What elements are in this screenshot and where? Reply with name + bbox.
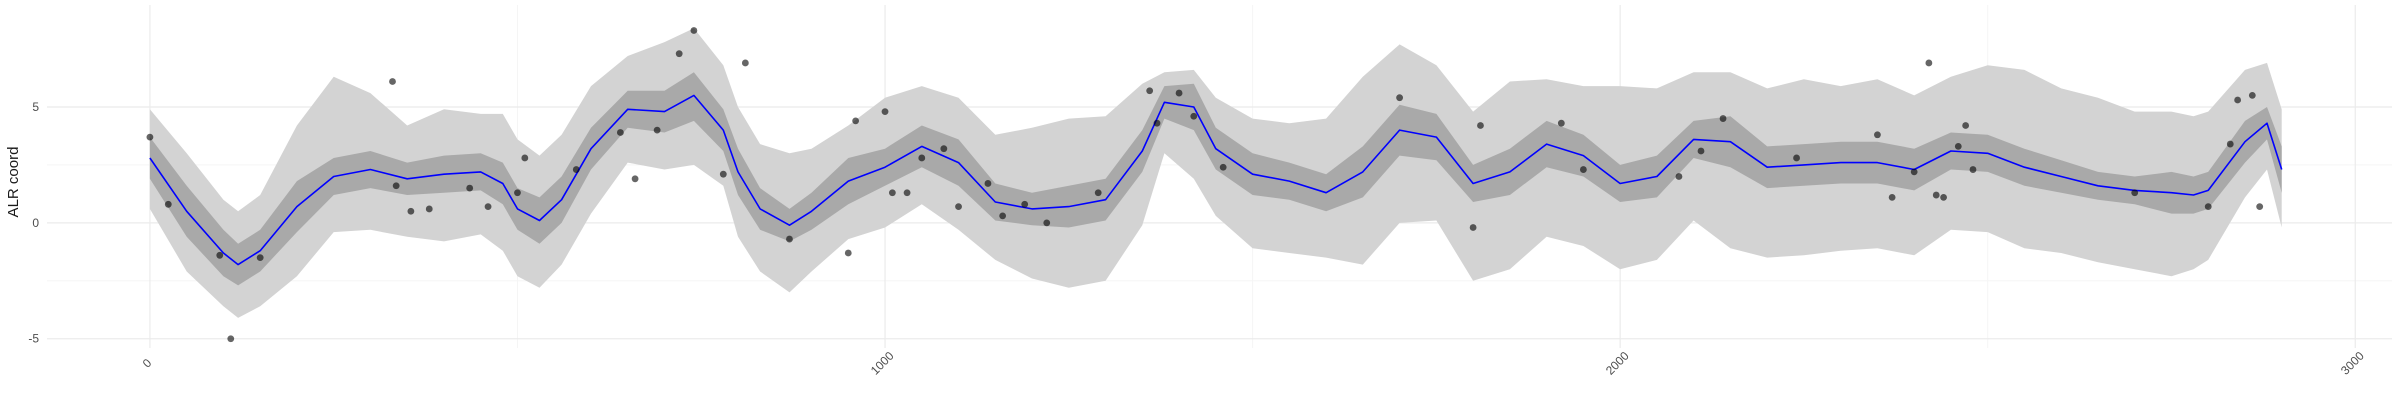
data-point [852,117,860,125]
data-point [164,200,172,208]
data-point [227,335,235,343]
data-point [888,189,896,197]
data-point [2204,203,2212,211]
inner-confidence-band [149,72,2282,286]
data-point [2248,91,2256,99]
data-point [1697,147,1705,155]
y-tick-label: -5 [28,332,39,346]
data-point [1940,193,1947,201]
data-point [256,254,264,262]
data-point [675,50,683,58]
data-point [2131,189,2139,197]
data-point [216,251,224,259]
x-axis-tick-labels: 0 1000 2000 3000 [140,349,2367,378]
data-point [1910,168,1918,176]
mean-line-group [149,94,2283,266]
data-point [741,59,749,67]
data-point [1962,122,1970,129]
x-tick-label: 2000 [1603,349,1632,378]
data-point [392,182,400,190]
data-point [2234,96,2242,104]
data-point [940,145,948,153]
data-point [1969,166,1977,173]
data-point [881,108,889,116]
data-point [631,175,639,183]
data-point [918,154,926,162]
data-point [1477,122,1484,129]
data-point [2226,140,2234,148]
data-point [1793,154,1800,162]
data-point [903,189,911,197]
data-point [425,205,433,213]
data-point [1557,119,1565,127]
data-point [514,189,521,197]
x-tick-label: 0 [140,356,155,371]
x-tick-label: 3000 [2338,349,2367,378]
data-point [2256,203,2264,211]
data-point [484,203,492,211]
mean-line [149,94,2283,266]
data-point [1874,131,1881,139]
data-point [389,78,396,85]
data-point [1219,163,1227,171]
data-point [690,27,698,34]
data-point [1932,191,1940,199]
data-point [1021,200,1029,208]
data-point [1719,115,1727,122]
data-point [999,212,1007,220]
data-point [1954,142,1962,150]
data-point [616,129,624,136]
y-axis-tick-labels: -5 0 5 [28,100,39,346]
data-point [786,235,793,243]
data-point [1888,193,1896,201]
data-point [1094,189,1102,197]
y-tick-label: 5 [32,100,39,114]
data-point [1925,59,1933,67]
data-point [1146,87,1154,95]
data-point [1396,94,1404,102]
data-point [984,180,992,187]
y-tick-label: 0 [32,216,39,230]
data-points [146,27,2264,343]
data-point [466,184,474,192]
data-point [653,126,661,134]
data-point [955,203,962,211]
data-point [719,170,727,178]
data-point [1469,224,1477,231]
y-axis-title: ALR coord [5,147,22,218]
data-point [1579,166,1587,173]
x-tick-label: 1000 [868,349,897,378]
data-point [1675,173,1683,180]
data-point [1153,119,1161,127]
data-point [407,207,415,215]
data-point [1043,219,1051,227]
data-point [521,154,529,162]
data-point [844,249,852,257]
data-point [572,166,580,173]
data-point [1175,89,1183,97]
data-point [1190,112,1198,120]
data-point [146,133,154,141]
